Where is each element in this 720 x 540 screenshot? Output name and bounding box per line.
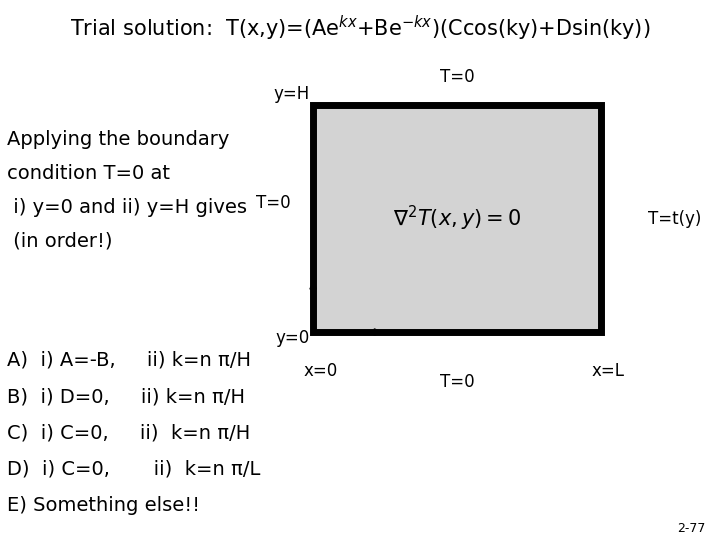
Text: condition T=0 at: condition T=0 at: [7, 164, 170, 183]
Text: T=t(y): T=t(y): [648, 210, 701, 228]
Text: (in order!): (in order!): [7, 232, 113, 251]
Text: T=0: T=0: [440, 69, 474, 86]
Text: T=0: T=0: [440, 373, 474, 390]
Bar: [313, 105, 601, 332]
Text: x=L: x=L: [592, 362, 625, 380]
Text: D)  i) C=0,       ii)  k=n π/L: D) i) C=0, ii) k=n π/L: [7, 460, 261, 478]
Text: Trial solution:  T(x,y)=(Ae$^{kx}$+Be$^{-kx}$)(Ccos(ky)+Dsin(ky)): Trial solution: T(x,y)=(Ae$^{kx}$+Be$^{-…: [70, 14, 650, 43]
Text: y=0: y=0: [275, 329, 310, 347]
Text: B)  i) D=0,     ii) k=n π/H: B) i) D=0, ii) k=n π/H: [7, 387, 246, 406]
Text: y=H: y=H: [274, 85, 310, 103]
Text: i) y=0 and ii) y=H gives: i) y=0 and ii) y=H gives: [7, 198, 247, 217]
Text: Applying the boundary: Applying the boundary: [7, 130, 230, 148]
Text: x=0: x=0: [303, 362, 338, 380]
Text: A)  i) A=-B,     ii) k=n π/H: A) i) A=-B, ii) k=n π/H: [7, 351, 251, 370]
Text: C)  i) C=0,     ii)  k=n π/H: C) i) C=0, ii) k=n π/H: [7, 423, 251, 442]
Text: $\nabla^2 T(x,y) = 0$: $\nabla^2 T(x,y) = 0$: [393, 204, 521, 233]
Text: 2-77: 2-77: [678, 522, 706, 535]
Text: E) Something else!!: E) Something else!!: [7, 496, 200, 515]
Text: T=0: T=0: [256, 193, 291, 212]
